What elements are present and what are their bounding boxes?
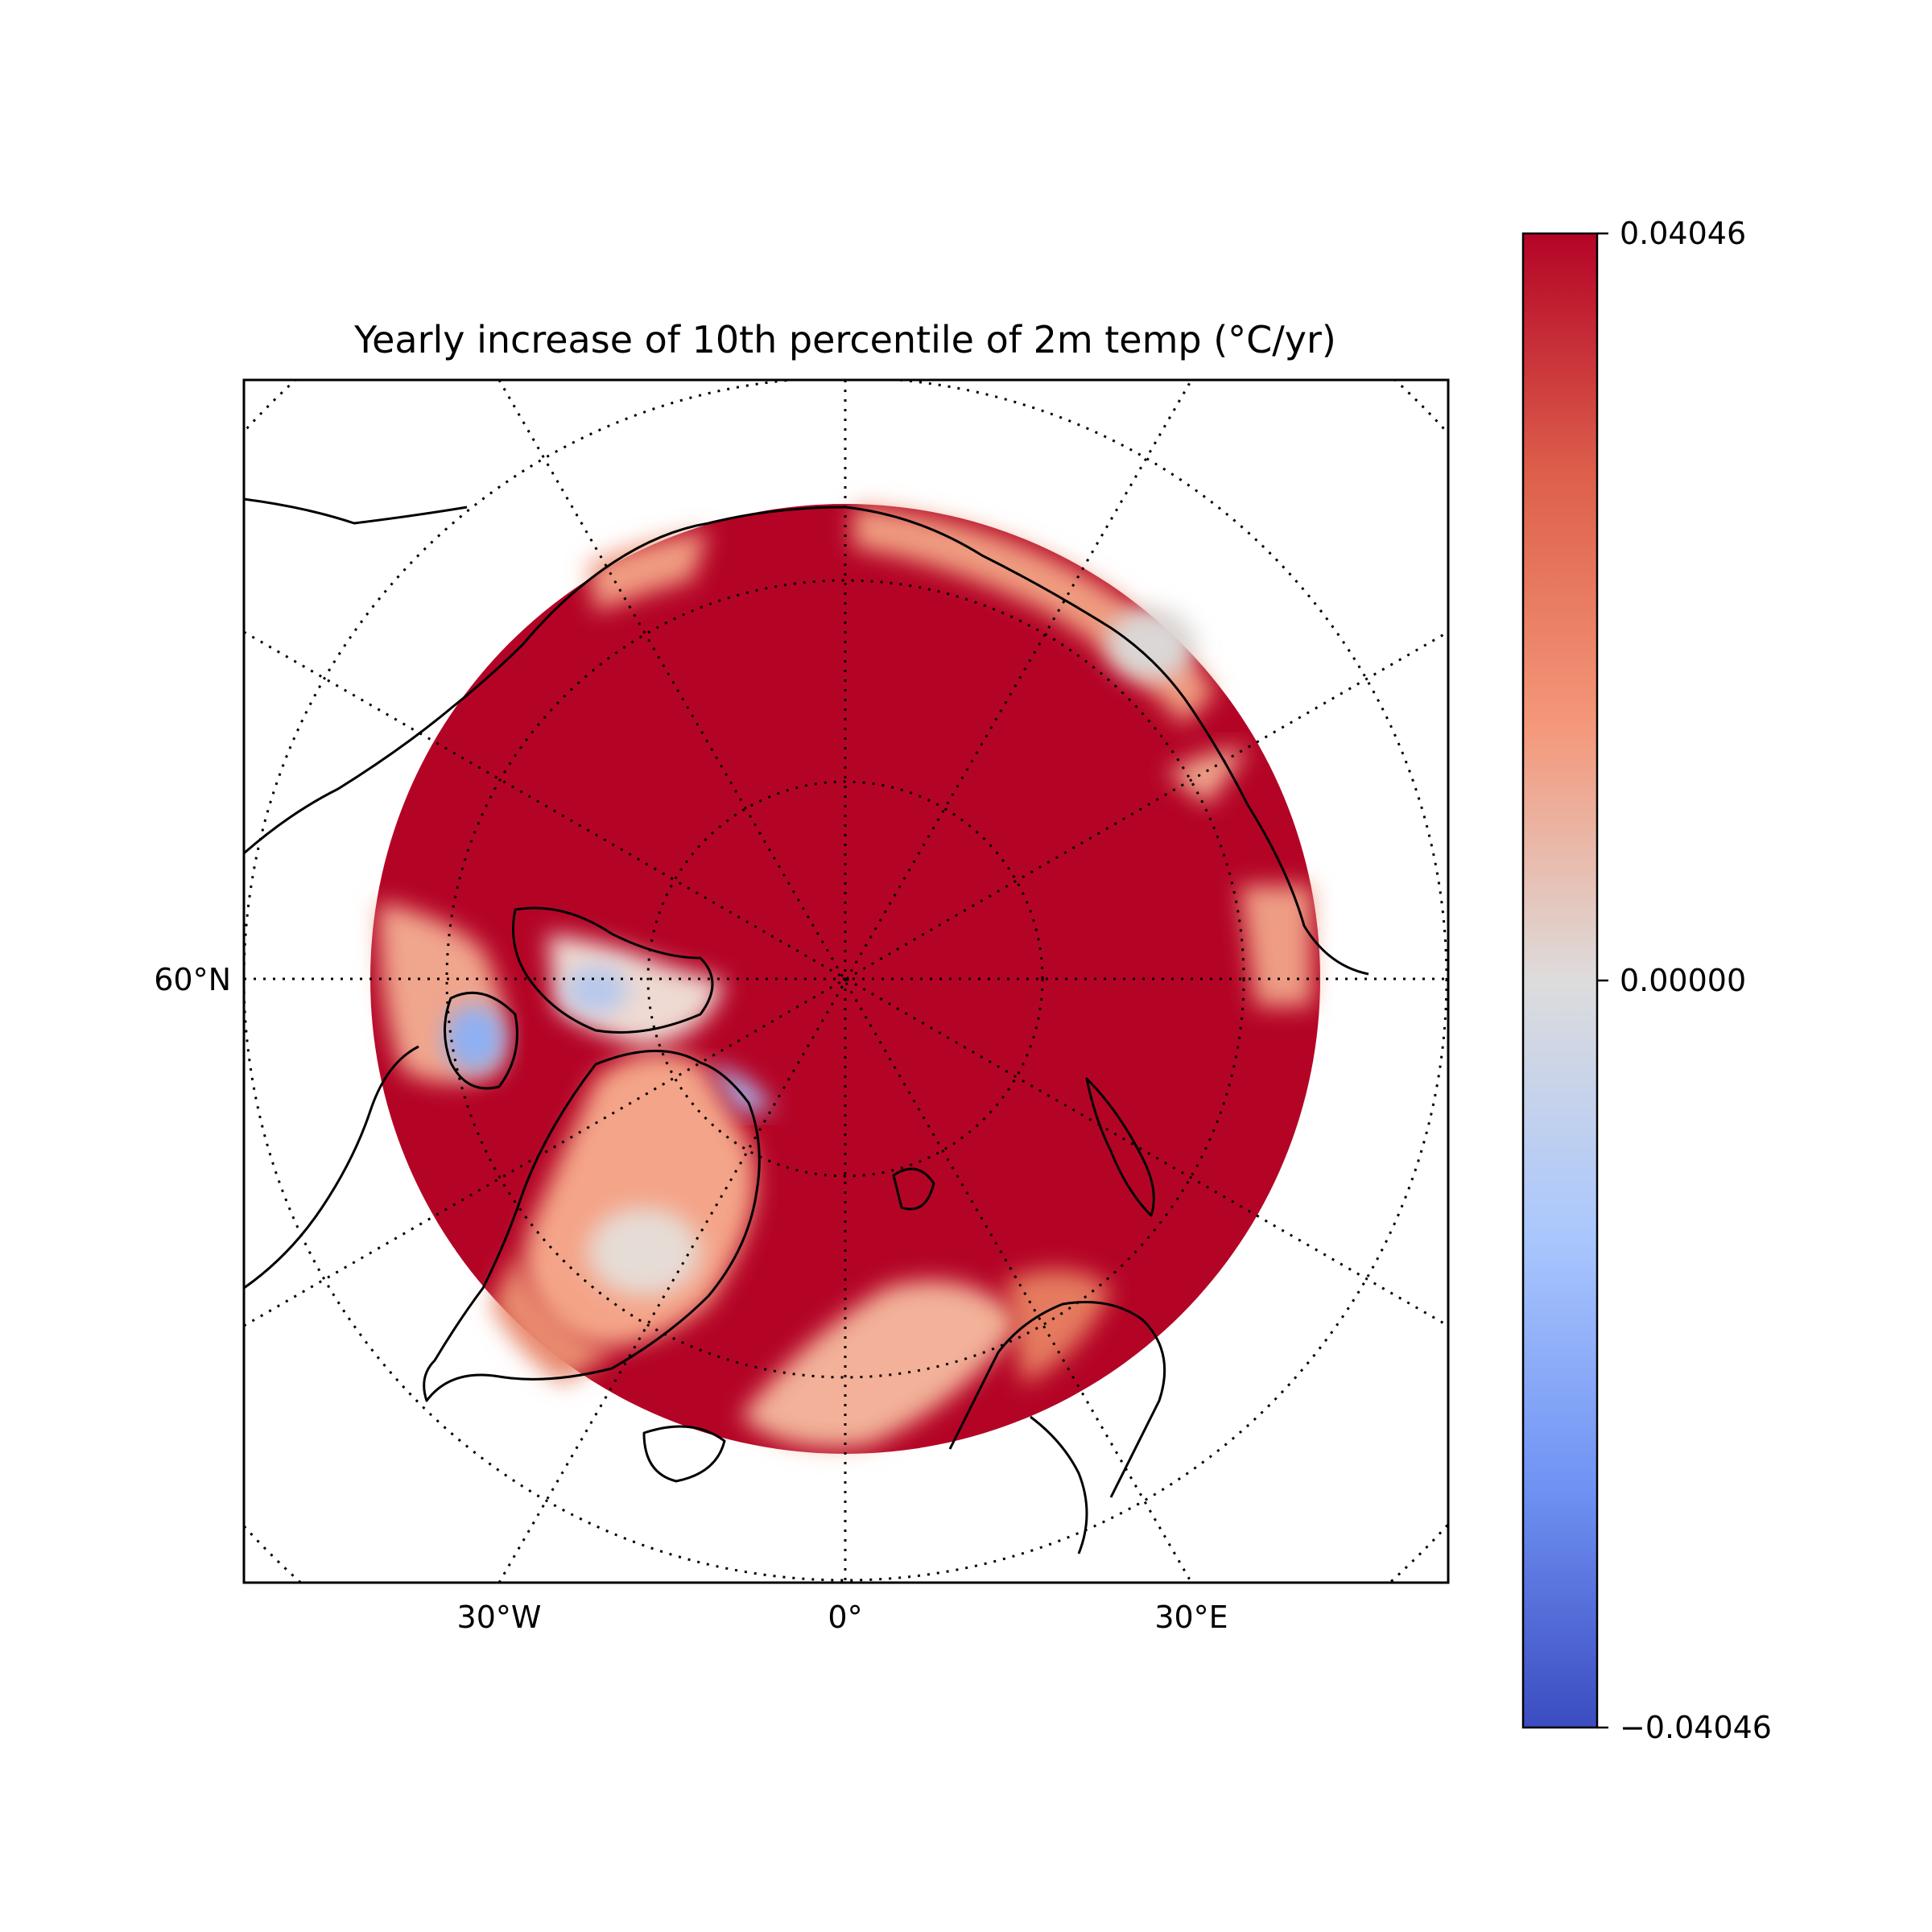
latitude-circle-70n <box>445 579 1245 1379</box>
map-frame <box>242 378 1450 1584</box>
coastlines <box>244 497 1369 1554</box>
coastline-canadian-archipelago <box>512 906 714 1034</box>
bering-trend-zone <box>588 531 708 612</box>
coastline-novaya-zemlya <box>1085 1077 1155 1217</box>
chart-title: Yearly increase of 10th percentile of 2m… <box>353 318 1336 361</box>
baffin-island-trend-zone <box>378 902 773 1111</box>
lon-label-30w: 30°W <box>457 1600 542 1635</box>
colorbar-label-max: 0.04046 <box>1620 216 1746 251</box>
colorbar-gradient <box>1521 232 1599 1729</box>
norwegian-sea-trend-zone <box>741 1281 1022 1448</box>
coastline-greenland <box>423 1050 761 1402</box>
lon-label-0: 0° <box>828 1600 862 1635</box>
coastline-siberia <box>708 506 1369 976</box>
graticule <box>244 380 1448 1583</box>
latitude-circle-60n <box>244 380 1448 1582</box>
lat-label-60n: 60°N <box>154 962 231 997</box>
scandinavia-trend-zone <box>1006 1269 1111 1385</box>
coastline-svalbard <box>892 1167 935 1211</box>
colorbar-label-zero: 0.00000 <box>1620 963 1746 998</box>
colorbar: 0.04046 0.00000 −0.04046 <box>1521 216 1772 1745</box>
coastline-baffin-island <box>444 991 518 1090</box>
coastline-alaska <box>244 497 468 525</box>
map-axes <box>242 378 1450 1584</box>
lon-label-30e: 30°E <box>1154 1600 1228 1635</box>
coastline-iceland <box>642 1425 726 1483</box>
greenland-trend-zone <box>491 1053 756 1385</box>
colorbar-label-min: −0.04046 <box>1620 1710 1772 1745</box>
siberian-coast-trend-zone <box>853 506 1312 1006</box>
coastline-north-america <box>244 522 709 1290</box>
latitude-circle-80n <box>646 780 1044 1178</box>
